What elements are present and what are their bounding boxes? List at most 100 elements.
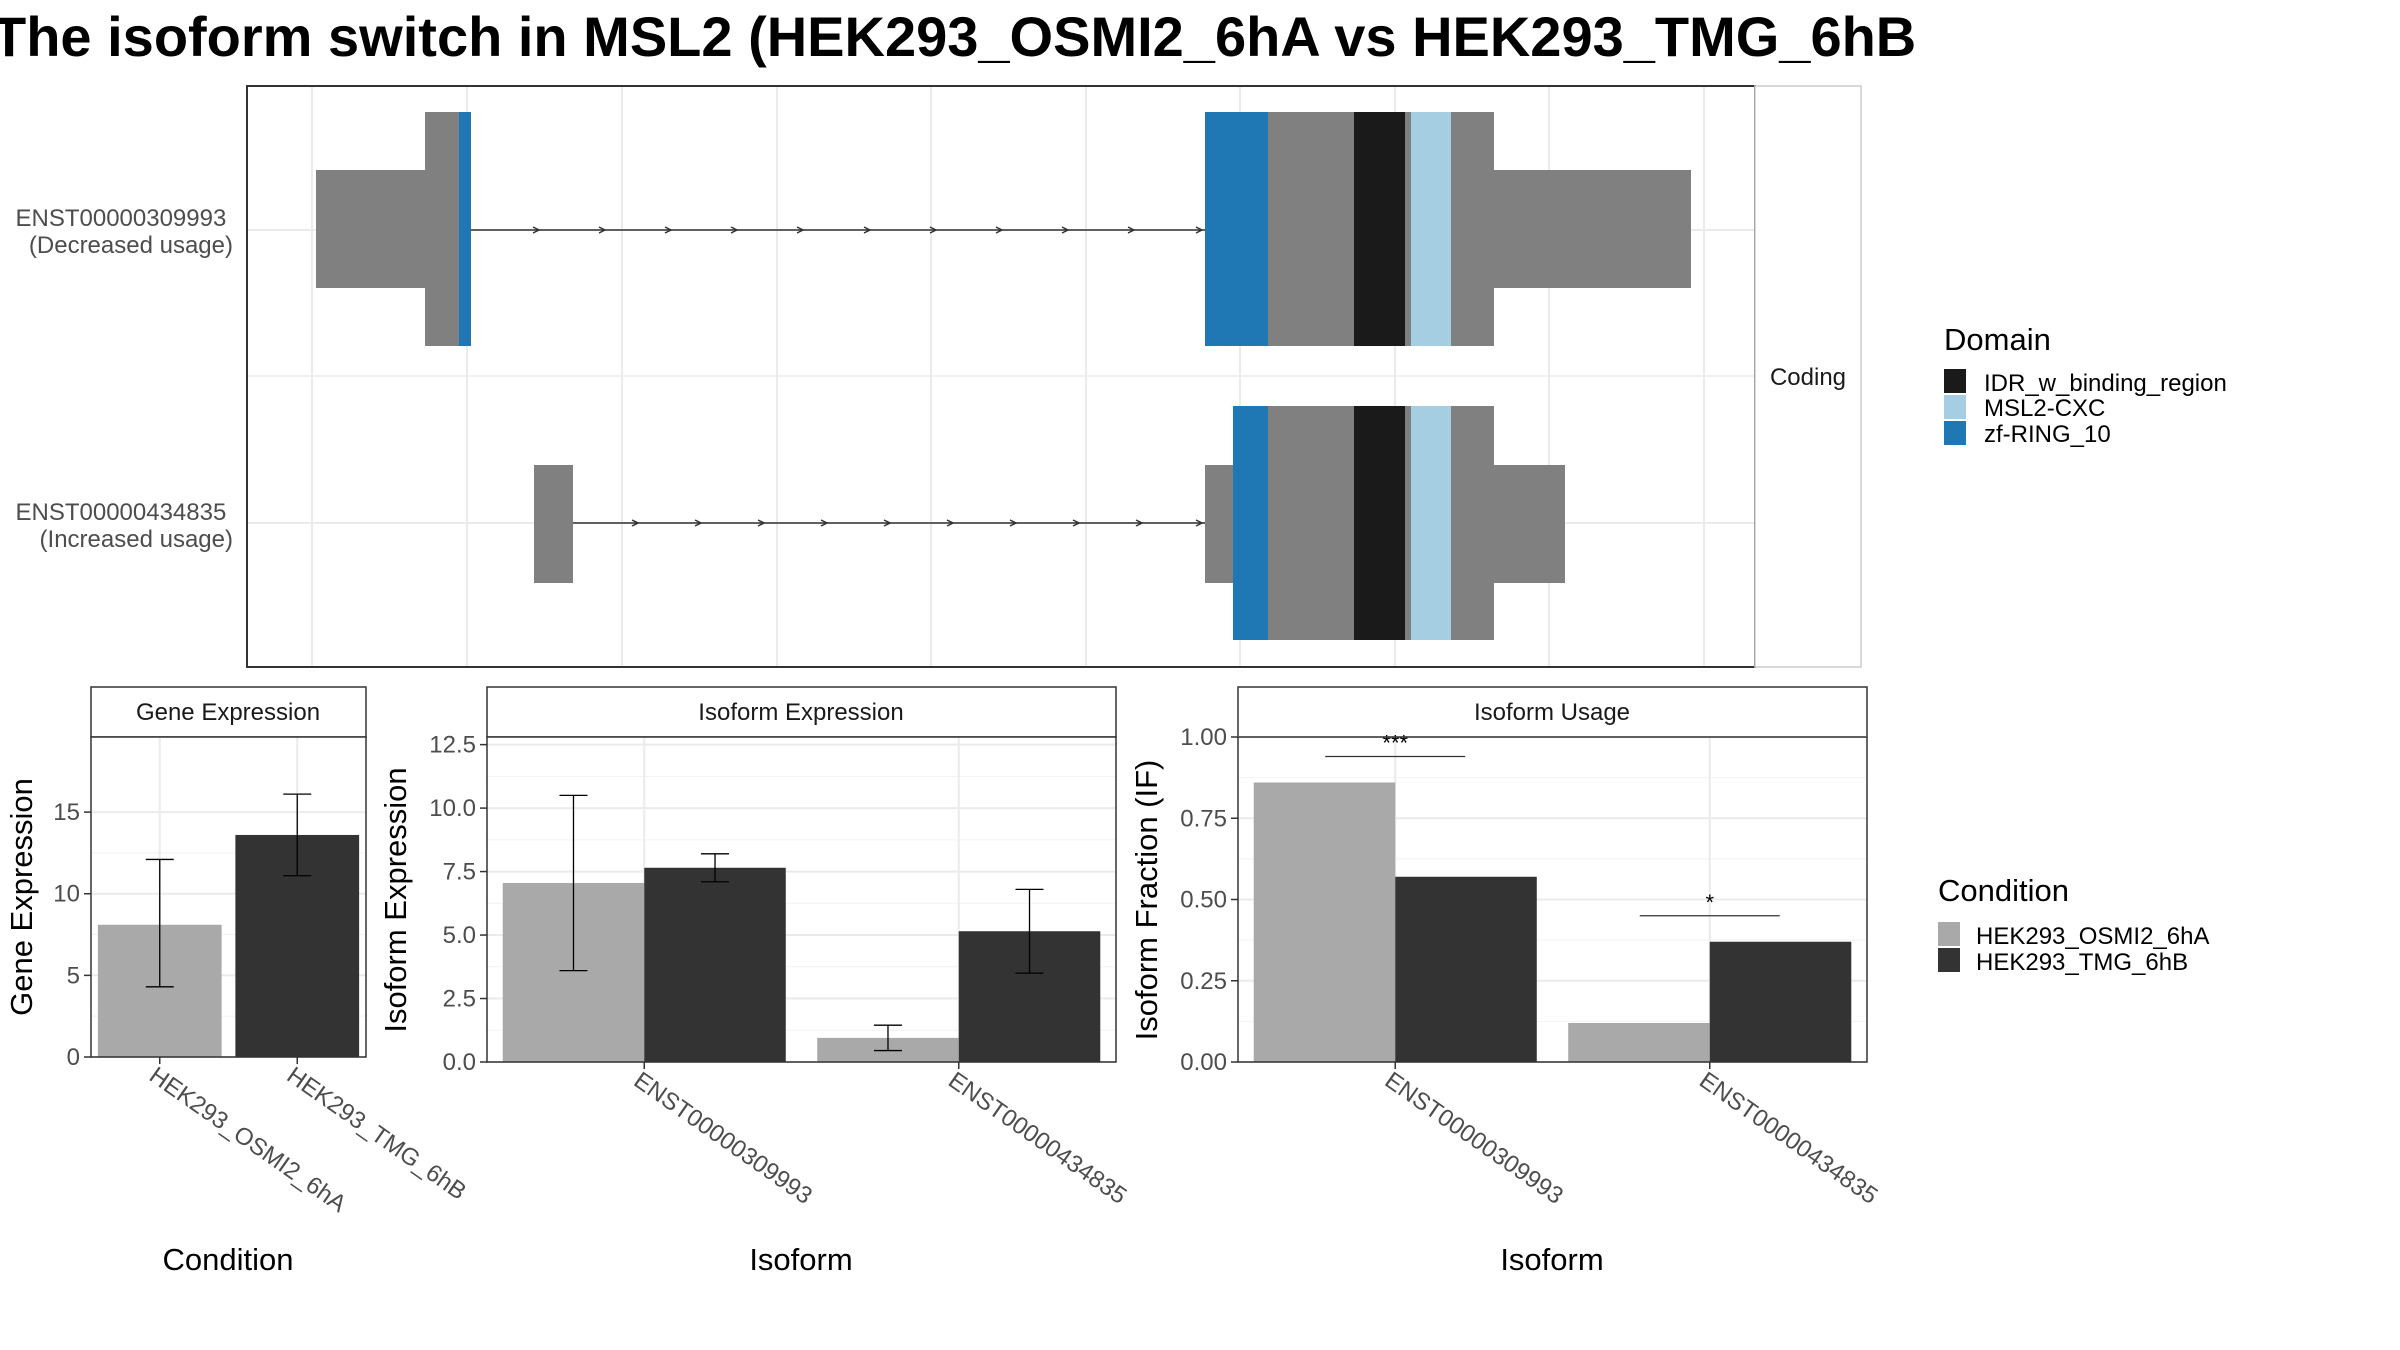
utr-exon bbox=[1494, 465, 1565, 583]
isoform-usage-x-title: Isoform bbox=[1500, 1242, 1603, 1277]
isoform-expression-y-title: Isoform Expression bbox=[378, 767, 413, 1032]
intron-direction-arrow bbox=[820, 519, 829, 527]
intron-direction-arrow bbox=[863, 226, 872, 234]
isoform-expression-border bbox=[486, 736, 1117, 1063]
zf-ring-domain bbox=[459, 112, 471, 346]
intron-direction-arrow bbox=[1195, 226, 1204, 234]
utr-exon bbox=[1205, 465, 1233, 583]
gene-expression-x-title: Condition bbox=[163, 1242, 294, 1277]
intron-direction-arrow bbox=[664, 226, 673, 234]
isoform-expression-y-tick-label: 0.0 bbox=[443, 1049, 476, 1076]
legend-swatch-osmi2 bbox=[1938, 922, 1960, 946]
isoform-expression-panel: Isoform Expression 0.0 2.5 5.0 7.5 10.0 12.5 E… bbox=[378, 686, 1132, 1277]
gene-expression-strip bbox=[90, 686, 367, 738]
gene-expression-border bbox=[90, 736, 367, 1058]
msl2-cxc-domain bbox=[1411, 112, 1451, 346]
isoform-expression-y-tick-label: 10.0 bbox=[429, 795, 476, 822]
legend-label-osmi2: HEK293_OSMI2_6hA bbox=[1976, 923, 2209, 950]
isoform-expression-strip bbox=[486, 686, 1117, 738]
intron-direction-arrow bbox=[1195, 519, 1204, 527]
coding-facet-label: Coding bbox=[1770, 364, 1846, 391]
figure-title: The isoform switch in MSL2 (HEK293_OSMI2… bbox=[0, 5, 1916, 68]
coding-exon bbox=[1268, 112, 1354, 346]
intron-direction-arrow bbox=[1061, 226, 1070, 234]
isoform-label-1: ENST00000309993 (Decreased usage) bbox=[15, 205, 233, 259]
legend-swatch-cxc bbox=[1944, 395, 1966, 419]
isoform-expression-y-tick-label: 5.0 bbox=[443, 922, 476, 949]
intron-direction-arrow bbox=[1072, 519, 1081, 527]
isoform-expression-bar bbox=[644, 867, 786, 1062]
gene-expression-y-tick-label: 15 bbox=[53, 799, 80, 826]
isoform-expression-x-title: Isoform bbox=[749, 1242, 852, 1277]
coding-exon bbox=[1405, 112, 1411, 346]
isoform-label-2-id: ENST00000434835 bbox=[15, 499, 226, 526]
isoform-usage-y-tick-label: 0.75 bbox=[1180, 805, 1227, 832]
intron-direction-arrow bbox=[796, 226, 805, 234]
isoform-usage-y-tick-label: 1.00 bbox=[1180, 724, 1227, 751]
isoform-usage-y-tick-label: 0.00 bbox=[1180, 1049, 1227, 1076]
intron-direction-arrow bbox=[946, 519, 955, 527]
isoform-usage-panel: Isoform Usage 0.00 0.25 0.50 0.75 1.00 *** ENS… bbox=[1129, 686, 1883, 1277]
utr-exon bbox=[1494, 170, 1691, 288]
intron-direction-arrow bbox=[1135, 519, 1144, 527]
isoform-expression-x-tick-label: ENST00000309993 bbox=[629, 1067, 817, 1210]
intron-direction-arrow bbox=[694, 519, 703, 527]
isoform-usage-y-tick-label: 0.50 bbox=[1180, 887, 1227, 914]
coding-facet-strip bbox=[1754, 85, 1862, 668]
intron-direction-arrow bbox=[730, 226, 739, 234]
isoform-usage-border bbox=[1237, 736, 1868, 1063]
gene-expression-y-tick-label: 0 bbox=[67, 1044, 80, 1071]
gene-expression-title: Gene Expression bbox=[136, 699, 320, 726]
intron-direction-arrow bbox=[883, 519, 892, 527]
intron-direction-arrow bbox=[532, 226, 541, 234]
utr-exon bbox=[534, 465, 573, 583]
legend-label-idr: IDR_w_binding_region bbox=[1984, 370, 2227, 397]
coding-exon bbox=[1451, 406, 1494, 640]
zf-ring-domain bbox=[1205, 112, 1268, 346]
intron-direction-arrow bbox=[995, 226, 1004, 234]
idr-domain bbox=[1354, 406, 1405, 640]
isoform-usage-significance-label: * bbox=[1705, 890, 1714, 915]
isoform-usage-y-title: Isoform Fraction (IF) bbox=[1129, 760, 1164, 1041]
legend-label-ring: zf-RING_10 bbox=[1984, 421, 2111, 448]
isoform-usage-strip bbox=[1237, 686, 1868, 738]
gene-expression-y-tick-label: 5 bbox=[67, 962, 80, 989]
isoform-label-1-status: (Decreased usage) bbox=[29, 232, 233, 259]
legend-swatch-ring bbox=[1944, 421, 1966, 445]
gene-structure-panel: Coding ENST00000309993 (Decreased usage)… bbox=[15, 85, 1862, 668]
isoform-usage-significance-label: *** bbox=[1382, 731, 1408, 756]
isoform-usage-title: Isoform Usage bbox=[1474, 699, 1630, 726]
isoform-expression-y-tick-label: 2.5 bbox=[443, 986, 476, 1013]
legend-label-tmg: HEK293_TMG_6hB bbox=[1976, 949, 2188, 976]
isoform-usage-bar bbox=[1709, 941, 1852, 1062]
intron-direction-arrow bbox=[1009, 519, 1018, 527]
coding-exon bbox=[1405, 406, 1411, 640]
isoform-structures bbox=[316, 112, 1691, 640]
intron-direction-arrow bbox=[631, 519, 640, 527]
idr-domain bbox=[1354, 112, 1405, 346]
isoform-usage-marks: 0.00 0.25 0.50 0.75 1.00 *** ENST00000309993 * E… bbox=[1180, 724, 1882, 1210]
isoform-usage-bar bbox=[1395, 876, 1537, 1062]
coding-exon bbox=[425, 112, 459, 346]
isoform-label-2: ENST00000434835 (Increased usage) bbox=[15, 499, 233, 553]
condition-legend: Condition HEK293_OSMI2_6hA HEK293_TMG_6h… bbox=[1938, 873, 2209, 976]
coding-exon bbox=[1451, 112, 1494, 346]
gene-expression-y-tick-label: 10 bbox=[53, 881, 80, 908]
domain-legend: Domain IDR_w_binding_region MSL2-CXC zf-… bbox=[1944, 322, 2227, 448]
isoform-expression-y-tick-label: 7.5 bbox=[443, 859, 476, 886]
isoform-expression-x-tick-label: ENST00000434835 bbox=[943, 1067, 1131, 1210]
legend-swatch-idr bbox=[1944, 369, 1966, 393]
isoform-usage-x-tick-label: ENST00000309993 bbox=[1380, 1067, 1568, 1210]
gene-expression-y-title: Gene Expression bbox=[4, 778, 39, 1016]
isoform-expression-title: Isoform Expression bbox=[698, 699, 903, 726]
utr-exon bbox=[316, 170, 425, 288]
condition-legend-title: Condition bbox=[1938, 873, 2069, 908]
intron-direction-arrow bbox=[1127, 226, 1136, 234]
isoform-expression-y-tick-label: 12.5 bbox=[429, 732, 476, 759]
domain-legend-title: Domain bbox=[1944, 322, 2051, 357]
isoform-label-2-status: (Increased usage) bbox=[40, 526, 233, 553]
isoform-usage-bar bbox=[1568, 1023, 1710, 1062]
coding-exon bbox=[1268, 406, 1354, 640]
legend-label-cxc: MSL2-CXC bbox=[1984, 395, 2105, 422]
